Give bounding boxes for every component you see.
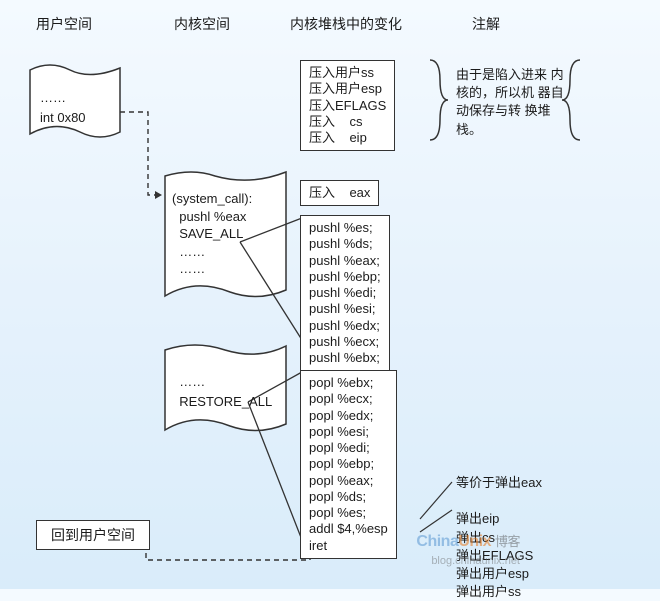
return-to-userspace-label: 回到用户空间 <box>36 520 150 550</box>
syscall-line1: (system_call): <box>172 190 252 208</box>
header-kernel-space: 内核空间 <box>174 14 230 34</box>
syscall-line4: …… <box>172 243 252 261</box>
kernel-paper-bottom-content: …… RESTORE_ALL <box>172 372 272 411</box>
watermark-a: China <box>416 533 458 550</box>
stack-box-pusheax: 压入 eax <box>300 180 379 206</box>
watermark-url: blog.chinaunix.net <box>431 555 520 567</box>
line-iret-anno <box>420 510 452 532</box>
header-user-space: 用户空间 <box>36 14 92 34</box>
stack-box-autopush: 压入用户ss 压入用户esp 压入EFLAGS 压入 cs 压入 eip <box>300 60 395 151</box>
watermark-logo: ChinaUnix 博客 <box>416 531 520 551</box>
arrow-iret-to-return <box>146 540 310 560</box>
arrow-int80-to-syscall <box>120 112 162 195</box>
syscall-line5: …… <box>172 260 252 278</box>
restore-line2: RESTORE_ALL <box>172 392 272 412</box>
restore-line1: …… <box>172 372 272 392</box>
stack-box-restoreall: popl %ebx; popl %ecx; popl %edx; popl %e… <box>300 370 397 559</box>
user-paper-int80: int 0x80 <box>40 108 86 128</box>
brace-annotation1 <box>430 60 448 140</box>
line-addl-anno <box>420 482 452 519</box>
header-annotation: 注解 <box>472 14 500 34</box>
kernel-paper-top-content: (system_call): pushl %eax SAVE_ALL …… …… <box>172 190 252 278</box>
syscall-line3: SAVE_ALL <box>172 225 252 243</box>
user-paper-content: …… int 0x80 <box>40 88 86 127</box>
stack-box-saveall: pushl %es; pushl %ds; pushl %eax; pushl … <box>300 215 390 371</box>
annotation-trap: 由于是陷入进来 内核的，所以机 器自动保存与转 换堆栈。 <box>456 66 576 139</box>
watermark-c: 博客 <box>495 534 520 549</box>
syscall-line2: pushl %eax <box>172 208 252 226</box>
watermark-b: Unix <box>458 533 491 550</box>
user-paper-dots: …… <box>40 88 86 108</box>
header-stack-changes: 内核堆栈中的变化 <box>290 14 402 34</box>
